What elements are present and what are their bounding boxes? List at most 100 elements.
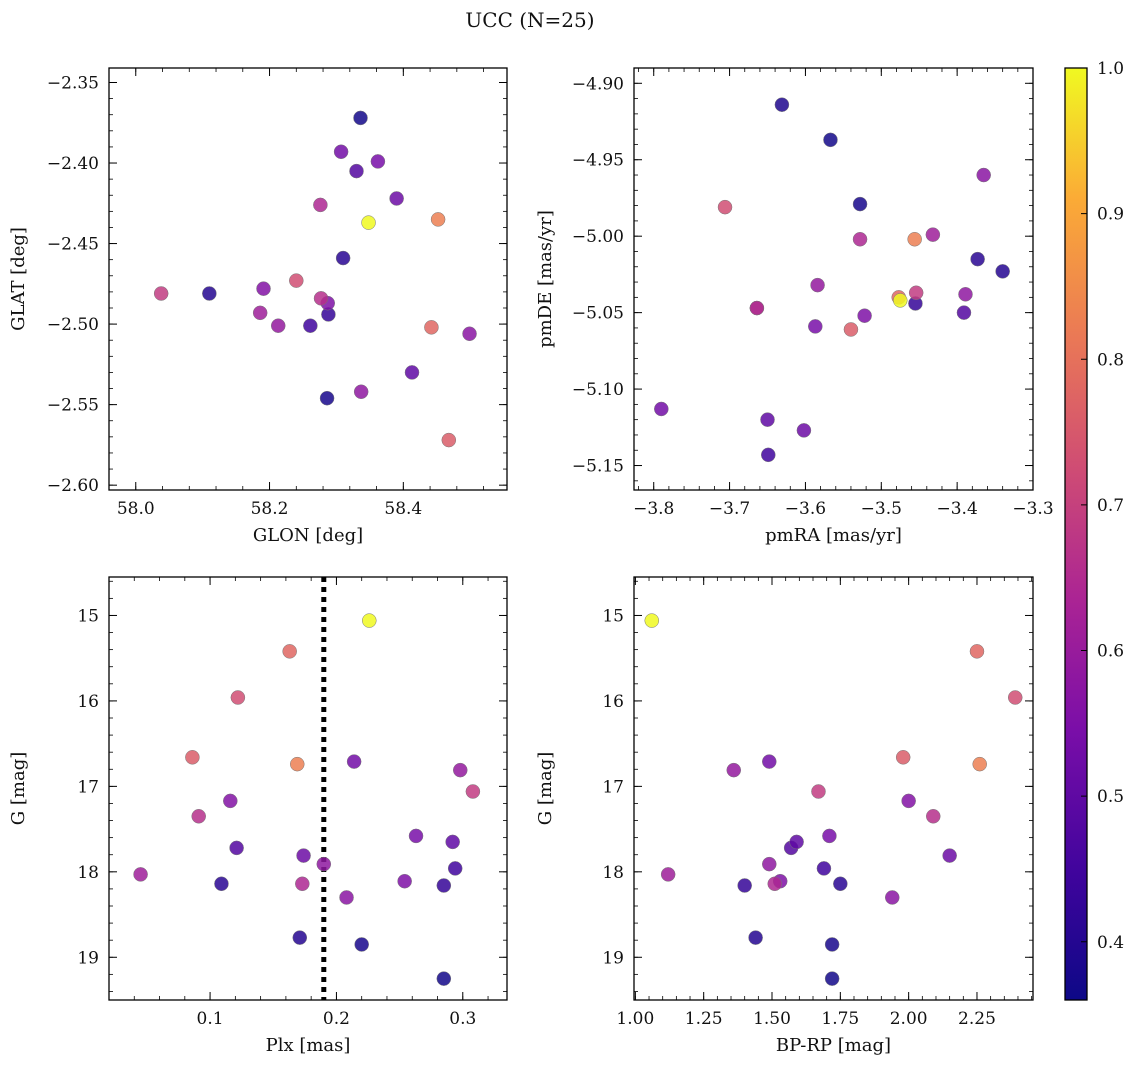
data-point: [823, 132, 838, 148]
data-point: [822, 828, 837, 844]
x-tick-label: 1.00: [616, 1009, 654, 1029]
figure-title: UCC (N=25): [465, 8, 594, 32]
data-point: [811, 784, 826, 799]
data-point: [270, 318, 286, 333]
data-point: [942, 848, 957, 863]
data-point: [229, 840, 244, 856]
data-point: [397, 873, 412, 889]
data-point: [290, 756, 305, 772]
plot-frame: [633, 576, 1034, 1001]
panel-plx-g: 0.1 0.2 0.3 15 16 17 18 19 Plx [mas] G [mag]: [8, 576, 508, 1056]
data-point: [333, 144, 349, 160]
data-point: [810, 277, 825, 293]
data-point: [796, 423, 812, 438]
data-point: [816, 861, 832, 876]
data-point: [339, 890, 354, 905]
data-point: [956, 305, 972, 320]
panels: 58.0 58.2 58.4 −2.35 −2.40 −2.45 −2.50 −2.55 −2.…: [8, 67, 1054, 1056]
x-tick-label: 2.00: [890, 1009, 928, 1029]
data-point: [726, 762, 741, 778]
y-tick-label: 15: [77, 606, 99, 626]
data-point: [857, 308, 872, 323]
data-point: [762, 856, 777, 872]
y-tick-label: 18: [77, 863, 99, 883]
plot-frame: [108, 67, 508, 491]
data-point: [843, 322, 859, 337]
y-tick-label: −4.90: [572, 74, 624, 94]
panel-pmra-pmde: −3.8 −3.7 −3.6 −3.5 −3.4 −3.3 −4.90 −4.95 −5.00 −…: [535, 67, 1054, 546]
data-point: [774, 97, 790, 112]
y-tick-label: −2.50: [47, 315, 99, 335]
x-tick-label: 0.2: [323, 1009, 350, 1029]
data-point: [335, 250, 351, 266]
x-axis-label: pmRA [mas/yr]: [765, 525, 902, 546]
y-tick-label: 19: [77, 948, 99, 968]
data-point: [958, 287, 973, 302]
data-point: [737, 878, 752, 893]
y-axis-label: GLAT [deg]: [8, 227, 29, 331]
plot-frame: [633, 67, 1034, 491]
x-tick-label: 0.3: [449, 1009, 476, 1029]
data-point: [447, 861, 463, 876]
data-point: [465, 784, 481, 799]
data-point: [295, 876, 310, 892]
data-point: [346, 754, 362, 769]
y-tick-label: −5.10: [572, 380, 624, 400]
data-point: [852, 196, 868, 212]
data-point: [361, 215, 376, 230]
data-point: [430, 212, 446, 227]
x-tick-label: 0.1: [197, 1009, 224, 1029]
data-point: [970, 251, 985, 267]
data-point: [424, 320, 439, 335]
data-point: [319, 390, 335, 406]
y-tick-label: 19: [602, 948, 624, 968]
data-point: [885, 890, 900, 905]
data-point: [370, 154, 386, 169]
y-tick-label: 17: [602, 777, 624, 797]
data-point: [925, 227, 941, 242]
x-tick-label: 1.25: [685, 1009, 723, 1029]
data-point: [749, 300, 765, 316]
data-point: [824, 937, 840, 952]
data-point: [289, 273, 304, 288]
data-point: [969, 644, 985, 659]
data-point: [995, 264, 1010, 279]
data-point: [654, 401, 669, 417]
data-point: [353, 110, 368, 126]
y-tick-label: 17: [77, 777, 99, 797]
data-point: [153, 286, 169, 301]
colorbar-tick-label: 0.7: [1097, 496, 1124, 516]
y-tick-label: −5.00: [572, 227, 624, 247]
data-point: [908, 285, 924, 301]
data-point: [436, 878, 452, 893]
colorbar-tick-label: 0.8: [1097, 350, 1124, 370]
data-point: [441, 432, 457, 448]
x-axis-label: GLON [deg]: [253, 525, 363, 546]
data-point: [972, 756, 987, 772]
y-axis-label: G [mag]: [8, 752, 29, 825]
data-point: [354, 937, 369, 952]
data-point: [761, 447, 776, 463]
plot-frame: [108, 576, 508, 1001]
data-point: [191, 809, 206, 824]
data-point: [316, 856, 332, 872]
y-tick-label: −5.15: [572, 457, 624, 477]
data-point: [303, 318, 318, 333]
data-point: [185, 750, 200, 765]
colorbar-tick-label: 0.9: [1097, 205, 1124, 225]
x-tick-label: 58.0: [117, 499, 155, 519]
x-tick-label: −3.8: [633, 499, 674, 519]
data-point: [789, 834, 804, 850]
data-point: [436, 971, 452, 986]
colorbar-gradient: [1064, 67, 1088, 1001]
y-tick-label: −4.95: [572, 151, 624, 171]
data-point: [453, 762, 468, 778]
data-point: [202, 286, 217, 301]
y-tick-label: 16: [77, 692, 99, 712]
data-point: [313, 291, 329, 306]
x-axis-label: BP-RP [mag]: [776, 1035, 891, 1056]
data-point: [833, 876, 848, 892]
data-point: [976, 167, 991, 183]
data-point: [926, 809, 941, 824]
x-tick-label: 1.75: [821, 1009, 859, 1029]
